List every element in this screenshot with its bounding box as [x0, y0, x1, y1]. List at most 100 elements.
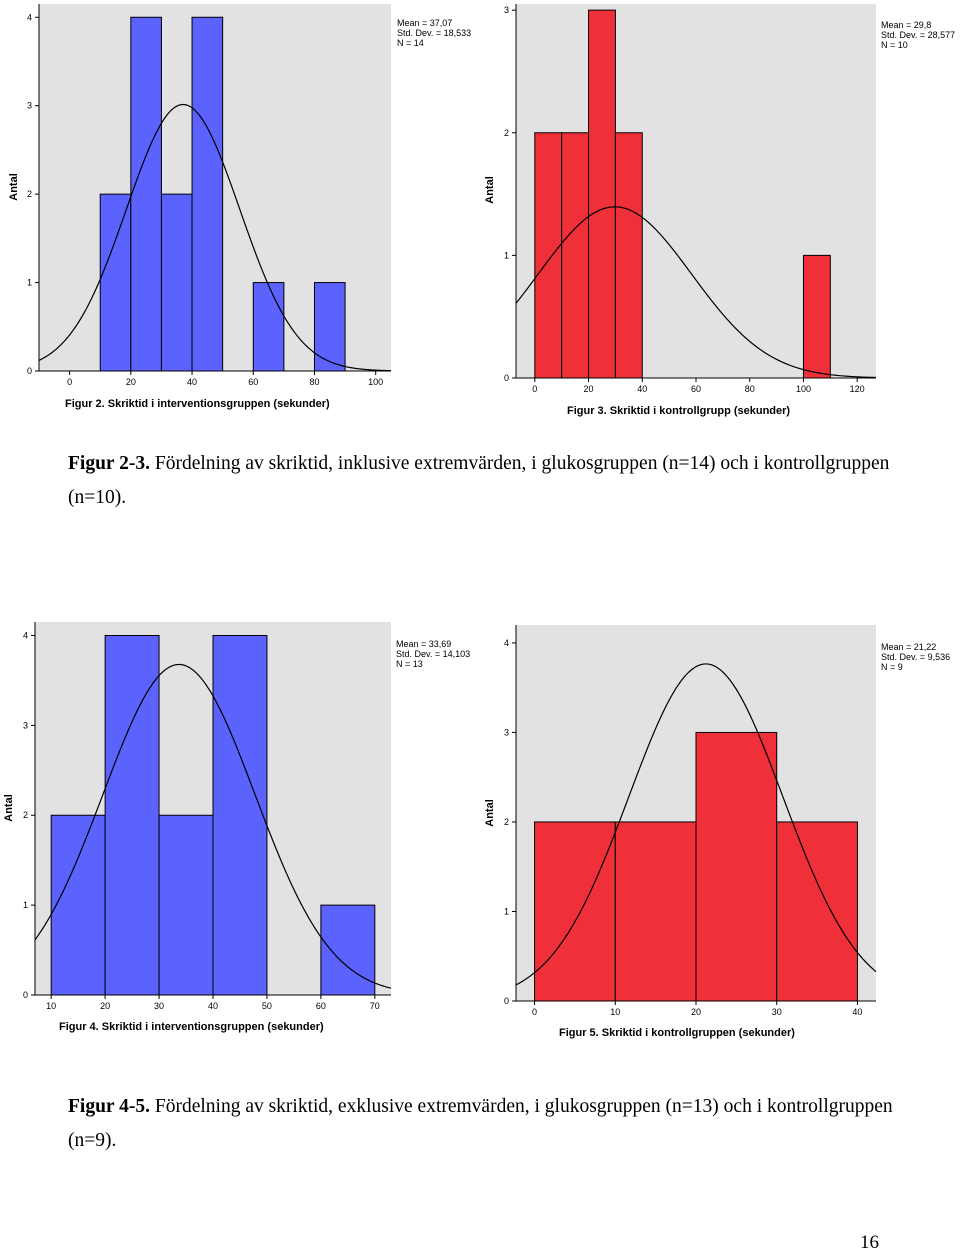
histogram-bar: [320, 904, 376, 996]
y-tick-label: 1: [504, 906, 509, 916]
x-ticks: 0 20 40 60 80 100 120: [532, 378, 865, 394]
histogram-bar: [561, 132, 590, 379]
x-tick-label: 40: [852, 1007, 862, 1017]
histogram-bar: [802, 254, 831, 379]
stat-std-dev: Std. Dev. = 14,103: [396, 649, 470, 659]
x-tick-label: 20: [691, 1007, 701, 1017]
x-tick-label: 100: [796, 384, 811, 394]
x-tick-label: 0: [532, 384, 537, 394]
histogram-bar: [99, 193, 132, 372]
y-ticks: 0 1 2 3: [504, 5, 516, 383]
y-tick-label: 2: [504, 128, 509, 138]
x-tick-label: 20: [100, 1001, 110, 1011]
chart-title: Figur 3. Skriktid i kontrollgrupp (sekun…: [567, 405, 790, 417]
stat-std-dev: Std. Dev. = 9,536: [881, 652, 950, 662]
x-tick-label: 30: [154, 1001, 164, 1011]
normal-curve: [38, 103, 392, 372]
histogram-bar: [212, 634, 268, 996]
y-tick-label: 3: [27, 101, 32, 111]
histogram-bar: [776, 821, 858, 1002]
stat-mean: Mean = 21,22: [881, 642, 936, 652]
caption-text: Fördelning av skriktid, exklusive extrem…: [68, 1096, 893, 1151]
y-tick-label: 3: [504, 5, 509, 15]
histogram-figur-5: 0 10 20 30 40 0 1 2 3 4 Antal Mean = 21,22 Std. …: [484, 625, 950, 1039]
x-tick-label: 50: [262, 1001, 272, 1011]
y-axis-title: Antal: [484, 176, 496, 204]
histogram-bar: [160, 193, 193, 372]
y-tick-label: 0: [504, 996, 509, 1006]
y-tick-label: 0: [23, 990, 28, 1000]
stat-std-dev: Std. Dev. = 28,577: [881, 30, 955, 40]
histogram-bar: [614, 821, 697, 1002]
y-tick-label: 2: [504, 817, 509, 827]
x-tick-label: 40: [637, 384, 647, 394]
normal-curve: [515, 663, 877, 986]
x-tick-label: 80: [745, 384, 755, 394]
x-tick-label: 20: [126, 377, 136, 387]
histogram-bar: [50, 814, 106, 996]
y-ticks: 0 1 2 3 4: [27, 12, 39, 376]
y-tick-label: 0: [504, 373, 509, 383]
caption-label: Figur 2-3.: [68, 453, 150, 474]
histogram-bar: [614, 132, 643, 379]
histogram-bar: [130, 16, 162, 372]
stat-mean: Mean = 29,8: [881, 20, 931, 30]
y-axis-title: Antal: [484, 799, 496, 827]
histogram-figur-3: 0 20 40 60 80 100 120 0 1 2 3 Antal Mean = 29,8 S…: [484, 4, 955, 417]
x-ticks: 0 10 20 30 40: [532, 1001, 862, 1017]
y-axis-title: Antal: [8, 173, 20, 201]
page-number: 16: [860, 1232, 879, 1253]
x-tick-label: 60: [248, 377, 258, 387]
histogram-figur-2: 0 20 40 60 80 100 0 1 2 3 4 Antal Mean = 37,07 St…: [8, 4, 471, 410]
x-ticks: 0 20 40 60 80 100: [67, 371, 383, 387]
y-tick-label: 1: [504, 250, 509, 260]
stat-n: N = 13: [396, 659, 423, 669]
chart-title: Figur 2. Skriktid i interventionsgruppen…: [65, 398, 330, 410]
normal-curve: [34, 663, 392, 989]
stat-mean: Mean = 33,69: [396, 639, 451, 649]
y-tick-label: 2: [27, 189, 32, 199]
x-tick-label: 0: [532, 1007, 537, 1017]
bars: [534, 731, 858, 1002]
histogram-bar: [534, 821, 616, 1002]
x-tick-label: 80: [309, 377, 319, 387]
normal-curve: [515, 206, 877, 379]
x-ticks: 10 20 30 40 50 60 70: [46, 995, 380, 1011]
bars: [99, 16, 346, 372]
bars: [50, 634, 376, 996]
y-tick-label: 2: [23, 810, 28, 820]
y-ticks: 0 1 2 3 4: [504, 638, 516, 1006]
y-tick-label: 1: [27, 278, 32, 288]
histogram-bar: [695, 731, 778, 1002]
x-tick-label: 100: [368, 377, 383, 387]
histogram-bar: [313, 282, 346, 372]
x-tick-label: 30: [772, 1007, 782, 1017]
stat-mean: Mean = 37,07: [397, 18, 452, 28]
caption-label: Figur 4-5.: [68, 1096, 150, 1117]
histogram-bar: [158, 814, 214, 996]
x-tick-label: 40: [208, 1001, 218, 1011]
y-tick-label: 0: [27, 366, 32, 376]
figure-caption-4-5: Figur 4-5. Fördelning av skriktid, exklu…: [68, 1090, 928, 1158]
figure-caption-2-3: Figur 2-3. Fördelning av skriktid, inklu…: [68, 447, 928, 515]
histogram-bar: [534, 132, 563, 379]
histogram-bar: [588, 9, 616, 379]
y-tick-label: 1: [23, 900, 28, 910]
y-tick-label: 3: [23, 720, 28, 730]
x-tick-label: 60: [691, 384, 701, 394]
stat-std-dev: Std. Dev. = 18,533: [397, 28, 471, 38]
y-axis-title: Antal: [3, 794, 15, 822]
y-tick-label: 4: [504, 638, 509, 648]
histogram-bar: [191, 16, 224, 372]
histogram-bar: [104, 634, 160, 996]
stat-n: N = 14: [397, 38, 424, 48]
x-tick-label: 10: [610, 1007, 620, 1017]
y-tick-label: 3: [504, 727, 509, 737]
histogram-bar: [252, 282, 285, 372]
x-tick-label: 0: [67, 377, 72, 387]
y-ticks: 0 1 2 3 4: [23, 630, 35, 1000]
x-tick-label: 20: [584, 384, 594, 394]
chart-title: Figur 4. Skriktid i interventionsgruppen…: [59, 1021, 324, 1033]
y-tick-label: 4: [27, 12, 32, 22]
